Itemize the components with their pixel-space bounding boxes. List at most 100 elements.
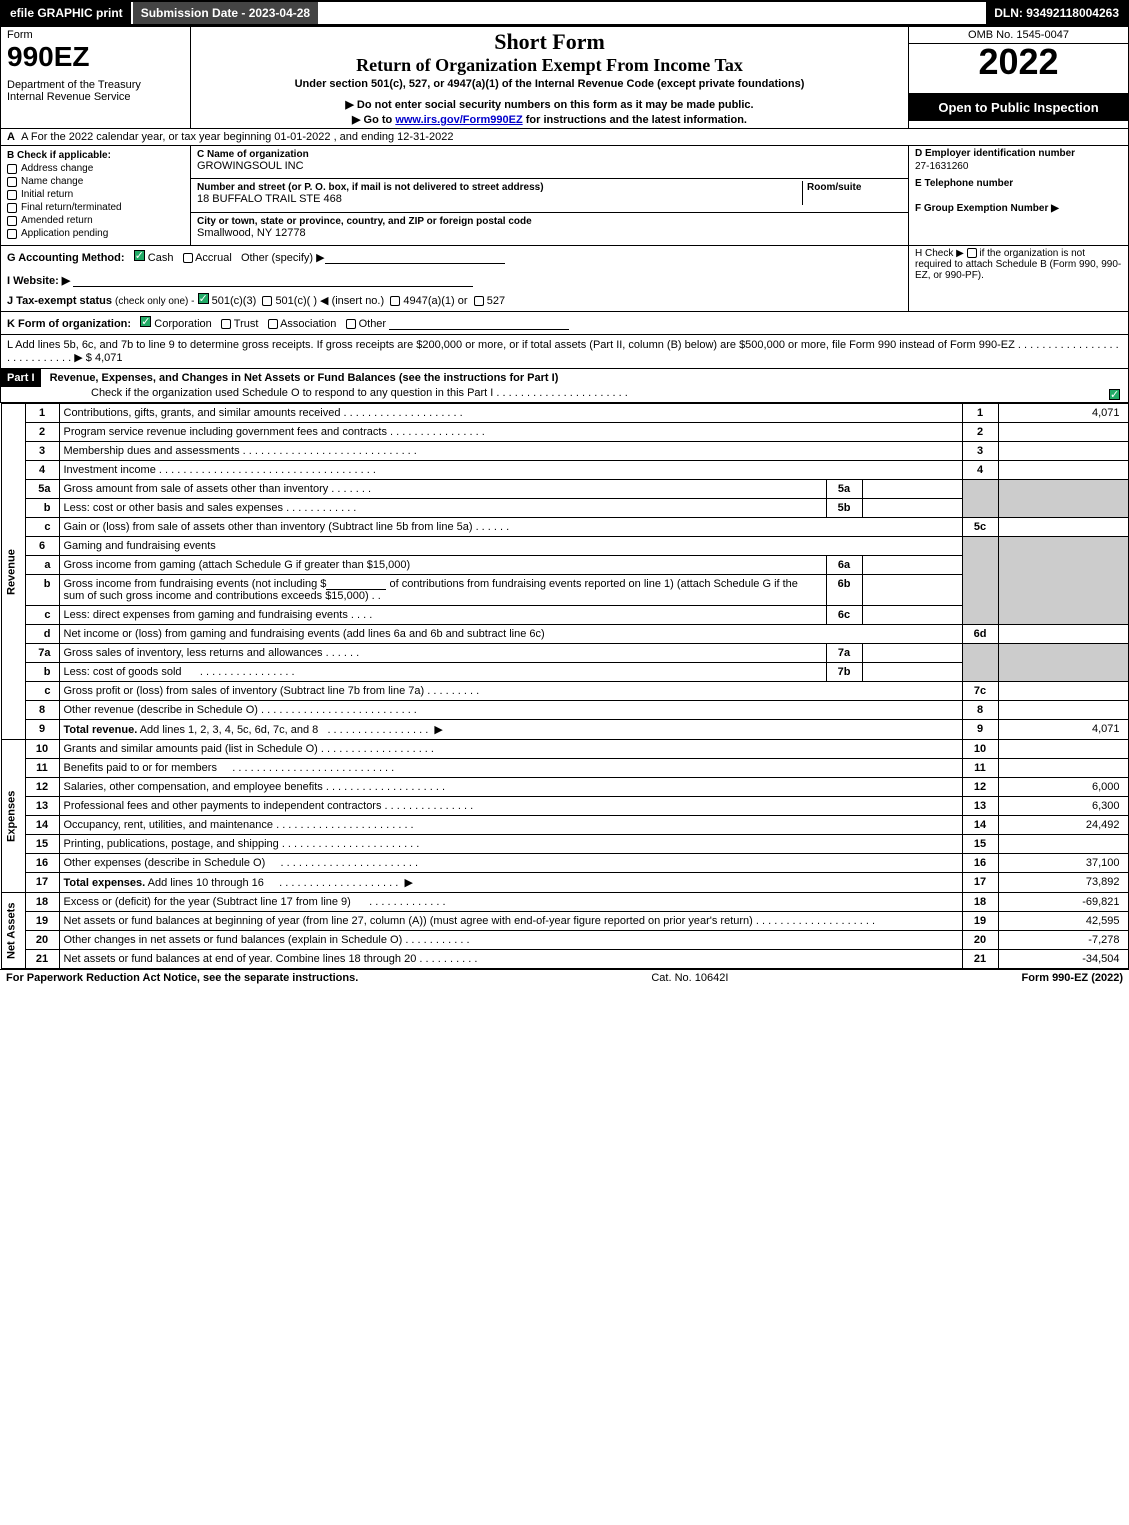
chk-501c[interactable]	[262, 296, 272, 306]
ln17-num: 17	[25, 873, 59, 893]
ln3-desc: Membership dues and assessments . . . . …	[59, 442, 962, 461]
chk-name-change-label: Name change	[21, 176, 83, 187]
j-527: 527	[487, 295, 505, 307]
footer-center: Cat. No. 10642I	[358, 972, 1021, 984]
ln16-rnum: 16	[962, 854, 998, 873]
ssn-note: ▶ Do not enter social security numbers o…	[197, 98, 902, 111]
ln7b-midval	[862, 663, 962, 682]
city-label: City or town, state or province, country…	[197, 216, 532, 227]
ln6b-num: b	[25, 575, 59, 606]
chk-initial-return[interactable]	[7, 190, 17, 200]
footer-left: For Paperwork Reduction Act Notice, see …	[6, 972, 358, 984]
ln14-rnum: 14	[962, 816, 998, 835]
chk-application-pending-label: Application pending	[21, 228, 108, 239]
ln5a-num: 5a	[25, 480, 59, 499]
open-inspection-cell: Open to Public Inspection	[909, 94, 1129, 129]
ln7c-desc: Gross profit or (loss) from sales of inv…	[59, 682, 962, 701]
chk-name-change[interactable]	[7, 177, 17, 187]
ln21-num: 21	[25, 950, 59, 969]
ln6a-mid: 6a	[826, 556, 862, 575]
ln5a-mid: 5a	[826, 480, 862, 499]
ln9-rnum: 9	[962, 720, 998, 740]
i-label: I Website: ▶	[7, 275, 70, 287]
main-title: Return of Organization Exempt From Incom…	[197, 55, 902, 76]
tax-year: 2022	[909, 44, 1128, 80]
ln19-desc: Net assets or fund balances at beginning…	[59, 912, 962, 931]
ln17-rnum: 17	[962, 873, 998, 893]
ln5c-rnum: 5c	[962, 518, 998, 537]
ln21-rnum: 21	[962, 950, 998, 969]
chk-527[interactable]	[474, 296, 484, 306]
ln2-num: 2	[25, 423, 59, 442]
g-label: G Accounting Method:	[7, 252, 125, 264]
ln18-rnum: 18	[962, 893, 998, 912]
ln15-num: 15	[25, 835, 59, 854]
chk-accrual[interactable]	[183, 253, 193, 263]
cash-label: Cash	[148, 252, 174, 264]
chk-amended-return[interactable]	[7, 216, 17, 226]
b-label: B Check if applicable:	[7, 150, 184, 161]
ln5c-val	[998, 518, 1128, 537]
chk-other-org[interactable]	[346, 319, 356, 329]
open-public-box: Open to Public Inspection	[909, 94, 1128, 121]
h-pre: H Check ▶	[915, 248, 967, 259]
ln16-val: 37,100	[998, 854, 1128, 873]
org-name: GROWINGSOUL INC	[197, 160, 304, 172]
section-c-name: C Name of organization GROWINGSOUL INC	[191, 146, 909, 179]
chk-application-pending[interactable]	[7, 229, 17, 239]
j-501c: 501(c)( ) ◀ (insert no.)	[275, 295, 384, 307]
ln6b-amount-input[interactable]	[326, 578, 386, 590]
top-bar: efile GRAPHIC print Submission Date - 20…	[0, 0, 1129, 26]
goto-pre: ▶ Go to	[352, 114, 395, 126]
chk-trust[interactable]	[221, 319, 231, 329]
lines-container: Revenue 1 Contributions, gifts, grants, …	[1, 403, 1129, 970]
ln21-desc: Net assets or fund balances at end of ye…	[59, 950, 962, 969]
part1-check-note: Check if the organization used Schedule …	[1, 387, 493, 399]
chk-cash[interactable]	[134, 250, 145, 261]
room-label: Room/suite	[807, 182, 861, 193]
k-label: K Form of organization:	[7, 318, 131, 330]
chk-association[interactable]	[268, 319, 278, 329]
k-other-input[interactable]	[389, 318, 569, 330]
ln1-desc: Contributions, gifts, grants, and simila…	[59, 404, 962, 423]
ln15-desc: Printing, publications, postage, and shi…	[59, 835, 962, 854]
street-value: 18 BUFFALO TRAIL STE 468	[197, 193, 342, 205]
chk-4947[interactable]	[390, 296, 400, 306]
dots2: . . . . . . . . . . . . . . . . . . . . …	[496, 387, 627, 399]
ln20-rnum: 20	[962, 931, 998, 950]
ln7-shade	[962, 644, 998, 682]
ln1-rnum: 1	[962, 404, 998, 423]
ln7a-num: 7a	[25, 644, 59, 663]
accrual-label: Accrual	[195, 252, 232, 264]
ln7c-num: c	[25, 682, 59, 701]
chk-address-change[interactable]	[7, 164, 17, 174]
chk-schedule-o[interactable]	[1109, 389, 1120, 400]
form-table: Form 990EZ Department of the Treasury In…	[0, 26, 1129, 969]
ln19-num: 19	[25, 912, 59, 931]
footer: For Paperwork Reduction Act Notice, see …	[0, 969, 1129, 986]
ein-value: 27-1631260	[915, 161, 1122, 172]
ln5b-desc: Less: cost or other basis and sales expe…	[59, 499, 826, 518]
ln18-val: -69,821	[998, 893, 1128, 912]
ln6d-val	[998, 625, 1128, 644]
submission-date-button[interactable]: Submission Date - 2023-04-28	[133, 2, 318, 24]
ln19-rnum: 19	[962, 912, 998, 931]
section-c-street: Number and street (or P. O. box, if mail…	[191, 179, 909, 212]
goto-post: for instructions and the latest informat…	[523, 114, 747, 126]
ln12-rnum: 12	[962, 778, 998, 797]
irs-link[interactable]: www.irs.gov/Form990EZ	[395, 114, 522, 126]
ln13-val: 6,300	[998, 797, 1128, 816]
efile-print-button[interactable]: efile GRAPHIC print	[2, 2, 133, 24]
ln7c-val	[998, 682, 1128, 701]
chk-schedule-b[interactable]	[967, 248, 977, 258]
other-specify-input[interactable]	[325, 252, 505, 264]
website-input[interactable]	[73, 275, 473, 287]
chk-final-return[interactable]	[7, 203, 17, 213]
ln2-val	[998, 423, 1128, 442]
goto-note: ▶ Go to www.irs.gov/Form990EZ for instru…	[197, 113, 902, 126]
form-number: 990EZ	[7, 41, 90, 72]
chk-corporation[interactable]	[140, 316, 151, 327]
ln7b-mid: 7b	[826, 663, 862, 682]
chk-501c3[interactable]	[198, 293, 209, 304]
ln6c-desc: Less: direct expenses from gaming and fu…	[59, 606, 826, 625]
